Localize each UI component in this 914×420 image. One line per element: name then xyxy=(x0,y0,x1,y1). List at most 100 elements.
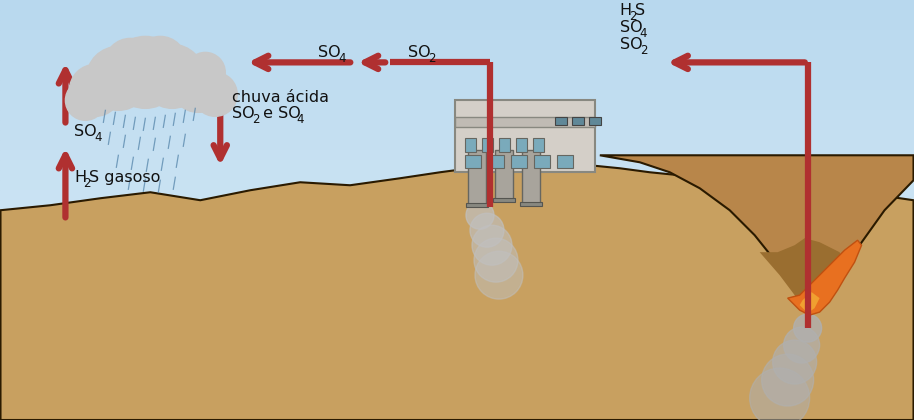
Bar xyxy=(1,120,913,130)
Bar xyxy=(1,30,913,40)
Polygon shape xyxy=(1,192,913,420)
Bar xyxy=(1,200,913,210)
Bar xyxy=(1,190,913,200)
Bar xyxy=(1,270,913,280)
Bar xyxy=(1,300,913,310)
Bar xyxy=(1,350,913,360)
Text: SO: SO xyxy=(408,45,430,60)
Bar xyxy=(1,380,913,390)
Text: S gasoso: S gasoso xyxy=(90,170,161,185)
Polygon shape xyxy=(760,238,845,312)
Text: 2: 2 xyxy=(640,45,647,58)
Bar xyxy=(1,80,913,90)
Bar xyxy=(1,140,913,150)
Bar xyxy=(522,150,540,204)
Bar xyxy=(1,320,913,330)
Bar xyxy=(1,90,913,100)
Bar xyxy=(1,160,913,170)
Text: chuva ácida: chuva ácida xyxy=(232,90,329,105)
Polygon shape xyxy=(788,240,862,315)
Circle shape xyxy=(69,64,122,116)
Circle shape xyxy=(87,46,150,110)
Bar xyxy=(1,110,913,120)
Bar xyxy=(511,155,527,168)
Bar xyxy=(572,117,584,125)
Circle shape xyxy=(475,251,523,299)
Circle shape xyxy=(474,238,518,282)
Bar xyxy=(534,155,550,168)
Bar xyxy=(1,210,913,220)
Bar xyxy=(1,180,913,190)
Circle shape xyxy=(186,52,225,92)
Bar xyxy=(515,138,527,152)
Text: 2: 2 xyxy=(83,177,90,190)
Bar xyxy=(1,340,913,350)
Bar xyxy=(1,230,913,240)
Text: H: H xyxy=(620,3,632,18)
Bar xyxy=(557,155,573,168)
Circle shape xyxy=(110,37,181,108)
Bar xyxy=(455,100,595,172)
Circle shape xyxy=(141,45,204,108)
Text: H: H xyxy=(74,170,87,185)
Bar xyxy=(1,390,913,400)
Text: SO: SO xyxy=(620,21,643,35)
Circle shape xyxy=(134,37,186,88)
Circle shape xyxy=(193,72,238,116)
Bar xyxy=(1,21,913,30)
Bar xyxy=(533,138,544,152)
Bar xyxy=(495,150,513,200)
Polygon shape xyxy=(1,160,913,420)
Text: 2: 2 xyxy=(629,10,636,24)
Text: 4: 4 xyxy=(94,131,101,144)
Text: 4: 4 xyxy=(296,113,303,126)
Circle shape xyxy=(783,327,820,363)
Bar xyxy=(455,117,595,127)
Bar xyxy=(1,220,913,230)
Bar xyxy=(1,370,913,380)
Circle shape xyxy=(104,38,156,90)
Bar xyxy=(1,10,913,21)
Bar xyxy=(1,250,913,260)
Bar xyxy=(465,155,481,168)
Text: SO: SO xyxy=(232,106,255,121)
Bar xyxy=(1,260,913,270)
Bar xyxy=(1,60,913,71)
Polygon shape xyxy=(800,292,820,313)
Circle shape xyxy=(761,354,813,406)
Text: SO: SO xyxy=(620,37,643,52)
Text: 4: 4 xyxy=(338,52,345,66)
Text: e SO: e SO xyxy=(259,106,301,121)
Bar xyxy=(1,280,913,290)
Circle shape xyxy=(170,56,227,112)
Bar xyxy=(1,410,913,420)
Circle shape xyxy=(772,340,816,384)
Circle shape xyxy=(472,225,512,265)
Text: SO: SO xyxy=(318,45,341,60)
Polygon shape xyxy=(600,155,913,312)
Bar xyxy=(1,360,913,370)
Bar xyxy=(499,138,510,152)
Bar xyxy=(1,100,913,110)
Bar xyxy=(1,0,913,10)
Text: 2: 2 xyxy=(428,52,436,66)
Bar xyxy=(1,50,913,60)
Bar xyxy=(1,150,913,160)
Bar xyxy=(1,240,913,250)
Bar xyxy=(1,40,913,50)
Bar xyxy=(520,202,542,206)
Text: S: S xyxy=(635,3,645,18)
Bar xyxy=(1,170,913,180)
Circle shape xyxy=(793,314,822,342)
Bar xyxy=(468,150,486,205)
Bar xyxy=(1,400,913,410)
Bar xyxy=(555,117,567,125)
Bar xyxy=(1,130,913,140)
Circle shape xyxy=(470,213,504,247)
Bar xyxy=(589,117,600,125)
Bar xyxy=(465,138,476,152)
Circle shape xyxy=(749,368,810,420)
Bar xyxy=(488,155,504,168)
Bar xyxy=(493,198,515,202)
Bar xyxy=(1,330,913,340)
